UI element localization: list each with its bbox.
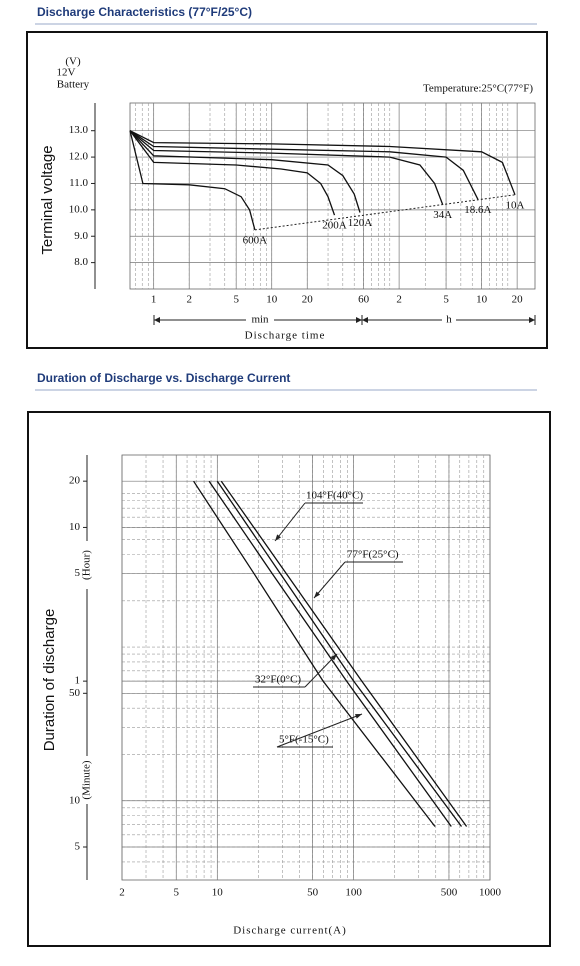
callout-leader: [276, 713, 363, 748]
series-label: 104°F(40°C): [306, 490, 363, 502]
series-line: [208, 480, 452, 827]
plot-area: [129, 102, 536, 290]
series-label: 200A: [322, 220, 347, 232]
series-label: 10A: [505, 199, 524, 211]
y-axis-title: Terminal voltage: [39, 145, 56, 254]
y-tick-label: 5: [75, 567, 81, 579]
section-title: Discharge Characteristics (77°F/25°C): [37, 5, 252, 19]
x-tick-label: 100: [345, 887, 362, 899]
range-arrow: [356, 317, 362, 323]
callout-arrow: [275, 534, 281, 541]
series-line: [129, 130, 336, 216]
y-tick-label: 5: [75, 841, 81, 853]
callout-arrow: [330, 654, 337, 661]
y-tick-label: 12.0: [69, 151, 89, 163]
series-label: 32°F(0°C): [255, 674, 301, 686]
callout-leader: [274, 502, 306, 542]
y-tick-label: 50: [69, 687, 81, 699]
label-bg: [81, 756, 93, 804]
label-bg: [246, 313, 274, 327]
y-unit-label: (Minute): [81, 760, 93, 799]
x-tick-label: 10: [212, 887, 224, 899]
chart-frame: [27, 411, 551, 947]
y-axis-header: (V): [65, 56, 81, 68]
y-tick-label: 1: [75, 675, 81, 687]
y-axis-header: Battery: [57, 79, 90, 91]
x-tick-label: 1000: [479, 887, 502, 899]
x-tick-label: 5: [233, 294, 239, 306]
range-arrow: [362, 317, 368, 323]
y-tick-label: 13.0: [69, 124, 89, 136]
series-label: 600A: [243, 234, 268, 246]
x-tick-label: 10: [476, 294, 488, 306]
x-tick-label: 10: [266, 294, 278, 306]
x-tick-label: 5: [443, 294, 449, 306]
y-tick-label: 11.0: [69, 177, 88, 189]
section-title: Duration of Discharge vs. Discharge Curr…: [37, 371, 290, 385]
y-tick-label: 10: [69, 521, 81, 533]
x-tick-label: 5: [174, 887, 180, 899]
callout-leader: [313, 561, 346, 599]
range-arrow: [529, 317, 535, 323]
series-line: [129, 130, 479, 200]
y-tick-label: 10.0: [69, 203, 89, 215]
y-tick-label: 10: [69, 794, 81, 806]
series-line: [193, 480, 436, 827]
series-line: [129, 130, 516, 196]
chart-frame: [26, 31, 548, 349]
annotation: Temperature:25°C(77°F): [423, 83, 533, 95]
label-bg: [442, 313, 456, 327]
x-tick-label: 20: [302, 294, 314, 306]
series-line: [129, 130, 361, 213]
series-line: [129, 130, 256, 231]
series-label: 34A: [433, 209, 452, 221]
x-tick-label: 20: [512, 294, 524, 306]
x-tick-label: 60: [358, 294, 370, 306]
series-label: 77°F(25°C): [347, 549, 399, 561]
y-tick-label: 8.0: [74, 256, 88, 268]
y-tick-label: 20: [69, 475, 81, 487]
series-label: 120A: [348, 217, 373, 229]
x-tick-label: 500: [441, 887, 458, 899]
callout-arrow: [314, 591, 321, 598]
x-axis-title: Discharge time: [245, 330, 326, 342]
callout-arrow: [355, 714, 362, 719]
y-unit-label: (Hour): [81, 550, 93, 580]
series-label: 5°F(-15°C): [279, 734, 329, 746]
y-axis-header: 12V: [57, 67, 76, 79]
x-tick-label: 50: [307, 887, 319, 899]
y-tick-label: 9.0: [74, 230, 88, 242]
range-label: min: [251, 314, 269, 326]
x-axis-title: Discharge current(A): [233, 925, 347, 937]
callout-leader: [304, 653, 338, 688]
range-label: h: [446, 314, 452, 326]
plot-area: [121, 454, 491, 881]
x-tick-label: 2: [119, 887, 125, 899]
range-arrow: [154, 317, 160, 323]
y-axis-title: Duration of discharge: [41, 609, 58, 752]
series-line: [129, 130, 444, 205]
series-line: [216, 480, 463, 827]
x-tick-label: 2: [186, 294, 192, 306]
x-tick-label: 1: [151, 294, 157, 306]
x-tick-label: 2: [396, 294, 402, 306]
series-line: [220, 480, 468, 827]
label-bg: [81, 541, 93, 589]
series-label: 18.6A: [464, 204, 491, 216]
